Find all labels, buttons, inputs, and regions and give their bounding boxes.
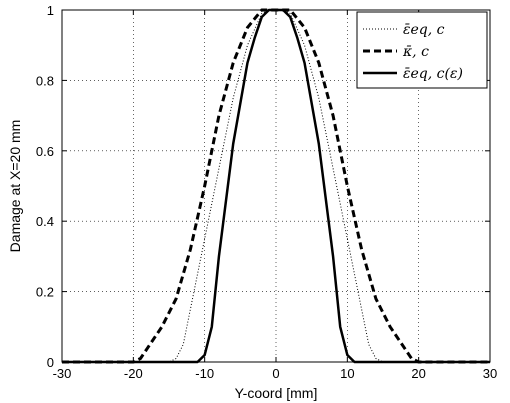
y-tick-label: 1	[47, 3, 54, 18]
legend-label: κ̄, c	[402, 44, 429, 60]
x-tick-label: -10	[195, 366, 214, 381]
series-lines	[62, 8, 490, 364]
x-tick-label: -20	[124, 366, 143, 381]
x-tick-label: 10	[340, 366, 354, 381]
legend-items: ε̄eq, c κ̄, c ε̄eq, c(ε)	[363, 22, 463, 82]
x-tick-label: 20	[411, 366, 425, 381]
legend: ε̄eq, c κ̄, c ε̄eq, c(ε)	[356, 11, 488, 89]
y-tick-label: 0	[47, 355, 54, 370]
x-axis-label: Y-coord [mm]	[235, 385, 318, 401]
y-tick-label: 0.4	[36, 214, 54, 229]
y-tick-label: 0.8	[36, 73, 54, 88]
legend-label: ε̄eq, c	[403, 22, 445, 38]
tick-labels: -30 -20 -10 0 10 20 30 0 0.2 0.4 0.6 0.8 1	[36, 3, 497, 381]
series-line-solid	[62, 8, 490, 364]
ticks	[61, 9, 491, 363]
y-axis-label: Damage at X=20 mm	[7, 120, 23, 253]
y-tick-label: 0.6	[36, 144, 54, 159]
x-tick-label: 30	[483, 366, 497, 381]
x-tick-label: -30	[53, 366, 72, 381]
y-tick-label: 0.2	[36, 285, 54, 300]
legend-label: ε̄eq, c(ε)	[403, 66, 463, 82]
x-tick-label: 0	[272, 366, 279, 381]
